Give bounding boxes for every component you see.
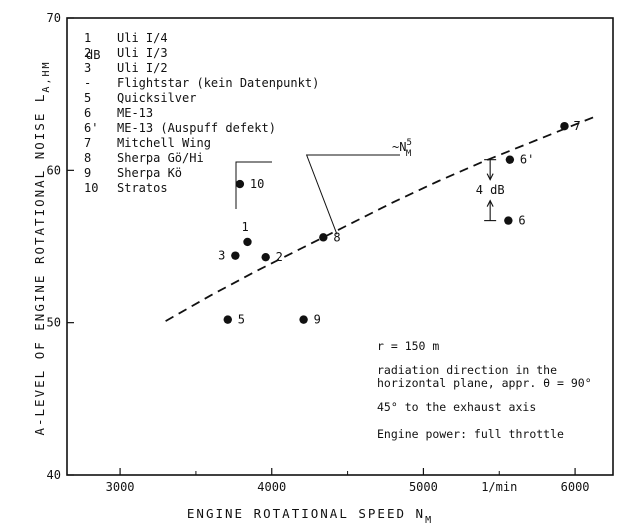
legend-label: Uli I/3	[117, 46, 168, 60]
y-tick-label: 70	[47, 11, 61, 25]
x-tick-label: 5000	[409, 480, 438, 494]
data-point-label: 7	[573, 119, 580, 133]
legend-label: Quicksilver	[117, 91, 196, 105]
data-point-label: 3	[218, 249, 225, 263]
legend-key: 8	[84, 151, 91, 165]
plot-frame	[66, 17, 614, 476]
axis-ticks: 3000 4000 5000 6000 40 50 60 70 1/min dB	[47, 11, 590, 494]
x-tick-label: 4000	[257, 480, 286, 494]
data-point	[231, 251, 240, 260]
delta-arrowhead-bottom	[486, 199, 494, 207]
legend-key: 3	[84, 61, 91, 75]
annotation-note: horizontal plane, appr. θ = 90°	[377, 376, 592, 390]
legend-label: Stratos	[117, 181, 168, 195]
legend-label: Uli I/4	[117, 31, 168, 45]
annotation-notes: r = 150 m radiation direction in thehoriz…	[377, 339, 592, 441]
legend-key: 9	[84, 166, 91, 180]
y-tick-label: 60	[47, 163, 61, 177]
legend-key: 6'	[84, 121, 98, 135]
data-point	[223, 315, 232, 324]
data-point-label: 2	[276, 250, 283, 264]
data-point	[261, 252, 270, 262]
legend: 1 Uli I/4 2 Uli I/3 3 Uli I/2 - Flightstar (kei…	[84, 31, 319, 209]
annotation-note: r = 150 m	[377, 339, 439, 353]
legend-bracket	[235, 161, 272, 209]
trend-curve-layer: ~N5 M 4 dB	[165, 114, 599, 322]
trend-label-sub: M	[406, 149, 412, 159]
data-point-label: 5	[238, 313, 245, 327]
y-unit-label: dB	[86, 48, 100, 62]
x-tick-label: 3000	[106, 480, 135, 494]
plot-border	[66, 17, 614, 476]
y-axis-title-group: A-LEVEL OF ENGINE ROTATIONAL NOISE LA,HM	[32, 60, 52, 435]
data-point	[560, 121, 569, 131]
data-point-label: 8	[333, 230, 340, 244]
annotation-note: radiation direction in the	[377, 363, 557, 377]
y-axis-title-sub: A,HM	[41, 60, 52, 92]
trend-curve-label: ~N5 M	[392, 138, 412, 159]
legend-key: 10	[84, 181, 98, 195]
legend-label: Mitchell Wing	[117, 136, 211, 150]
legend-label: Uli I/2	[117, 61, 168, 75]
legend-key: 5	[84, 91, 91, 105]
data-point	[319, 233, 328, 242]
data-point-label: 10	[250, 177, 264, 191]
delta-arrowhead-top	[486, 173, 494, 181]
legend-label: ME-13 (Auspuff defekt)	[117, 121, 276, 135]
annotation-note: Engine power: full throttle	[377, 427, 564, 441]
legend-key: 6	[84, 106, 91, 120]
trend-curve	[165, 114, 599, 322]
data-point-label: 6'	[520, 153, 534, 167]
y-tick-label: 50	[47, 316, 61, 330]
legend-key: 7	[84, 136, 91, 150]
data-point	[504, 216, 513, 225]
legend-label: Flightstar (kein Datenpunkt)	[117, 76, 319, 90]
data-point-label: 9	[314, 313, 321, 327]
legend-key: -	[84, 76, 91, 90]
legend-label: ME-13	[117, 106, 153, 120]
trend-leader-line	[305, 154, 400, 235]
y-axis-title: A-LEVEL OF ENGINE ROTATIONAL NOISE LA,HM	[32, 60, 52, 435]
legend-key: 1	[84, 31, 91, 45]
data-point-label: 1	[241, 220, 248, 234]
x-unit-label: 1/min	[481, 480, 517, 494]
data-point	[235, 179, 245, 189]
y-tick-label: 40	[47, 468, 61, 482]
legend-label: Sherpa Kö	[117, 166, 182, 180]
data-points-layer: 1 2 3 5 6 6' 7 8 9 10	[218, 119, 581, 326]
data-point	[505, 155, 515, 164]
trend-label-sup: 5	[406, 138, 411, 148]
delta-label: 4 dB	[476, 183, 505, 197]
x-axis-title: ENGINE ROTATIONAL SPEED NM	[187, 506, 433, 526]
data-point	[243, 237, 252, 247]
data-point	[299, 315, 308, 324]
annotation-note: 45° to the exhaust axis	[377, 400, 536, 414]
x-axis-title-sub: M	[425, 515, 433, 526]
x-tick-label: 6000	[561, 480, 590, 494]
legend-key: 2	[84, 46, 91, 60]
legend-label: Sherpa Gö/Hi	[117, 151, 204, 165]
data-point-label: 6	[518, 214, 525, 228]
